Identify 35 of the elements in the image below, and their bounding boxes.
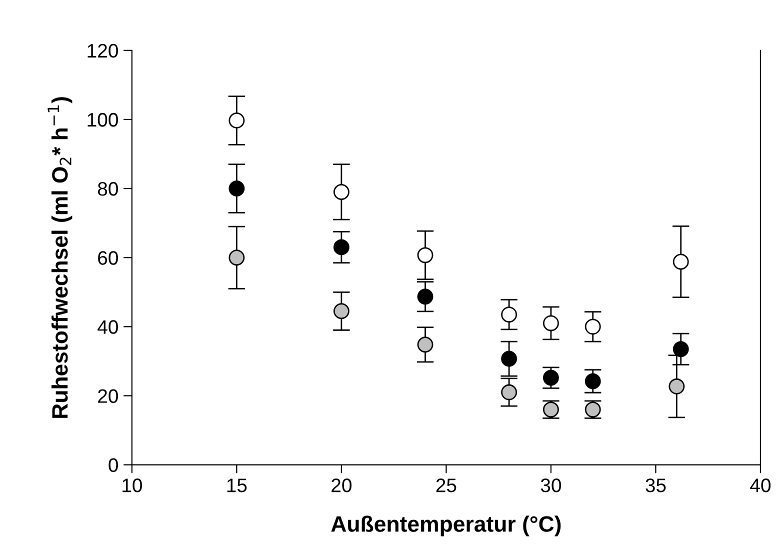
point <box>333 184 350 200</box>
point <box>501 384 518 400</box>
x-axis-title: Außentemperatur (°C) <box>331 516 561 536</box>
point <box>417 288 434 305</box>
point <box>501 350 518 367</box>
point <box>672 341 689 358</box>
x-tick-label: 35 <box>646 478 666 492</box>
point <box>333 239 350 256</box>
x-tick-label: 20 <box>332 478 352 492</box>
y-axis-title: Ruhestoffwechsel (ml O$_{2}$* h$^{−1}$) <box>48 97 72 418</box>
y-tick-label: 100 <box>88 112 118 127</box>
point <box>542 315 559 332</box>
x-tick-label: 25 <box>436 478 456 492</box>
y-tick-label: 120 <box>88 44 118 58</box>
y-tick-label: 80 <box>98 182 118 196</box>
point <box>668 378 685 394</box>
point <box>417 247 434 264</box>
y-tick-label: 40 <box>98 320 118 334</box>
point <box>501 306 518 323</box>
point <box>417 336 434 353</box>
y-tick-label: 60 <box>98 251 118 265</box>
y-tick-label: 20 <box>98 389 118 403</box>
point <box>584 373 601 390</box>
point <box>228 112 245 128</box>
point <box>228 180 245 197</box>
point <box>228 250 245 266</box>
x-tick-label: 15 <box>227 478 247 492</box>
y-tick-label: 0 <box>108 458 118 472</box>
point <box>672 254 689 270</box>
x-tick-label: 30 <box>540 478 562 492</box>
point <box>542 370 559 386</box>
x-tick-label: 40 <box>750 478 771 492</box>
point <box>333 303 350 320</box>
point <box>584 318 601 335</box>
x-tick-label: 10 <box>122 478 142 492</box>
